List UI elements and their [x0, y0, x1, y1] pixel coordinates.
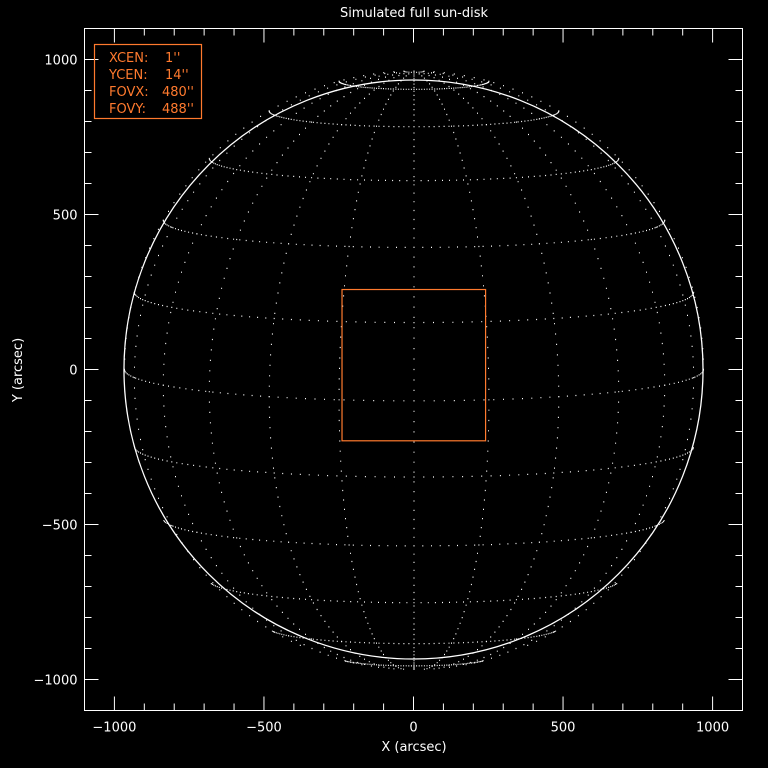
legend-label-xcen: XCEN: — [109, 51, 148, 66]
legend: XCEN: 1'' YCEN: 14'' FOVX: 480'' FOVY: 4… — [93, 43, 203, 120]
x-axis-label: X (arcsec) — [381, 740, 446, 755]
latitude-line — [162, 219, 666, 248]
latitude-line — [124, 368, 704, 402]
legend-label-fovx: FOVX: — [109, 85, 149, 100]
solar-limb — [123, 79, 704, 660]
legend-label-fovy: FOVY: — [109, 102, 146, 117]
x-tick-label: −500 — [246, 721, 282, 736]
longitude-line — [268, 70, 415, 670]
longitude-line — [413, 70, 666, 666]
x-tick-label: 1000 — [696, 721, 729, 736]
longitude-line — [413, 70, 560, 670]
axis-ticks: −1000 −500 0 500 1000 −1000 −500 0 500 1000 — [34, 28, 743, 736]
longitude-line — [208, 70, 415, 668]
longitude-line — [413, 70, 704, 371]
longitude-line — [133, 70, 415, 646]
longitude-line — [413, 70, 490, 670]
longitude-line — [413, 70, 695, 646]
longitude-line — [413, 70, 620, 668]
x-tick-label: 0 — [409, 721, 417, 736]
y-tick-label: 0 — [69, 364, 77, 379]
legend-value-fovx: 480'' — [162, 85, 194, 100]
latitude-line — [208, 157, 620, 182]
latitude-line — [345, 660, 483, 667]
fov-box — [341, 288, 487, 442]
y-tick-label: −1000 — [34, 674, 78, 689]
y-axis-label: Y (arcsec) — [11, 338, 26, 403]
latitude-line — [210, 583, 618, 604]
latitude-line — [163, 520, 665, 547]
legend-value-xcen: 1'' — [165, 51, 180, 66]
y-tick-label: 1000 — [44, 54, 77, 69]
longitude-line — [162, 70, 415, 666]
solar-grid — [124, 70, 704, 670]
x-tick-label: 500 — [551, 721, 576, 736]
longitude-line — [413, 70, 415, 670]
longitude-line — [338, 70, 415, 670]
legend-box — [93, 43, 203, 120]
legend-value-ycen: 14'' — [165, 68, 189, 83]
latitude-line — [338, 80, 490, 90]
chart-title: Simulated full sun-disk — [340, 6, 489, 21]
y-tick-label: 500 — [53, 209, 78, 224]
y-tick-label: −500 — [42, 519, 78, 534]
latitude-line — [268, 110, 560, 128]
legend-value-fovy: 488'' — [162, 102, 194, 117]
x-tick-label: −1000 — [92, 721, 136, 736]
legend-label-ycen: YCEN: — [108, 68, 148, 83]
latitude-line — [271, 630, 557, 645]
